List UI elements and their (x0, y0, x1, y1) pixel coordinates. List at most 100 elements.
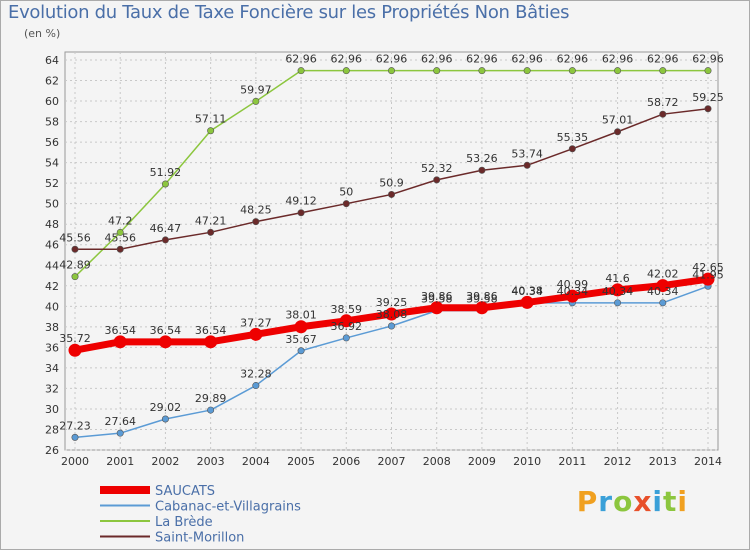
data-point (478, 166, 486, 174)
y-tick-label: 26 (45, 444, 59, 457)
data-point (161, 236, 169, 244)
data-point (71, 273, 79, 281)
x-tick-label: 2011 (558, 455, 586, 468)
y-tick-label: 36 (45, 341, 59, 354)
data-point (523, 161, 531, 169)
data-label: 29.89 (195, 392, 227, 405)
data-label: 62.96 (647, 53, 679, 66)
x-tick-label: 2004 (242, 455, 270, 468)
data-label: 45.56 (104, 231, 136, 244)
data-label: 59.97 (240, 83, 272, 96)
data-point (113, 335, 127, 349)
data-point (387, 322, 395, 330)
data-label: 36.54 (104, 324, 136, 337)
x-tick-label: 2013 (649, 455, 677, 468)
x-tick-label: 2009 (468, 455, 496, 468)
data-label: 27.64 (104, 415, 136, 428)
data-label: 52.32 (421, 162, 453, 175)
data-point (704, 105, 712, 113)
data-point (116, 245, 124, 253)
data-point (659, 110, 667, 118)
data-label: 62.96 (557, 53, 589, 66)
data-label: 62.96 (285, 53, 317, 66)
data-label: 32.28 (240, 368, 272, 381)
data-point (430, 301, 444, 315)
data-label: 53.26 (466, 152, 498, 165)
data-point (568, 145, 576, 153)
data-point (71, 245, 79, 253)
data-label: 35.72 (59, 332, 91, 345)
y-tick-label: 64 (45, 54, 59, 67)
data-point (342, 200, 350, 208)
data-label: 35.67 (285, 333, 317, 346)
data-point (297, 67, 305, 75)
x-tick-label: 2005 (287, 455, 315, 468)
data-label: 39.25 (376, 296, 408, 309)
y-tick-label: 42 (45, 280, 59, 293)
data-label: 36.92 (331, 320, 363, 333)
data-label: 40.38 (511, 284, 543, 297)
legend-entry: La Brède (155, 515, 213, 530)
y-tick-label: 48 (45, 218, 59, 231)
data-point (161, 415, 169, 423)
y-tick-label: 56 (45, 136, 59, 149)
data-label: 42.02 (647, 268, 679, 281)
data-label: 40.34 (647, 285, 679, 298)
y-tick-label: 40 (45, 300, 59, 313)
data-point (204, 335, 218, 349)
x-tick-label: 2012 (604, 455, 632, 468)
data-point (252, 382, 260, 390)
data-point (475, 301, 489, 315)
data-point (207, 127, 215, 135)
data-label: 29.02 (150, 401, 182, 414)
legend-entry: Saint-Morillon (155, 531, 244, 546)
data-label: 38.08 (376, 308, 408, 321)
data-label: 62.96 (466, 53, 498, 66)
data-point (387, 67, 395, 75)
chart-unit-label: (en %) (24, 27, 61, 40)
data-point (252, 218, 260, 226)
data-label: 39.58 (421, 293, 453, 306)
data-point (659, 299, 667, 307)
data-point (565, 289, 579, 303)
y-tick-label: 34 (45, 362, 59, 375)
data-point (342, 334, 350, 342)
x-tick-label: 2003 (197, 455, 225, 468)
y-tick-label: 50 (45, 198, 59, 211)
x-tick-label: 2006 (332, 455, 360, 468)
x-tick-label: 2000 (61, 455, 89, 468)
data-point (433, 67, 441, 75)
x-tick-label: 2008 (423, 455, 451, 468)
data-label: 40.34 (557, 285, 589, 298)
data-point (704, 67, 712, 75)
data-point (478, 67, 486, 75)
data-label: 62.96 (602, 53, 634, 66)
data-point (207, 228, 215, 236)
data-label: 50 (339, 186, 353, 199)
data-label: 51.92 (150, 166, 182, 179)
data-label: 38.59 (331, 303, 363, 316)
y-tick-label: 60 (45, 95, 59, 108)
data-point (520, 295, 534, 309)
data-label: 46.47 (150, 222, 182, 235)
data-point (659, 67, 667, 75)
data-label: 49.12 (285, 195, 317, 208)
y-tick-label: 58 (45, 116, 59, 129)
data-label: 36.54 (150, 324, 182, 337)
y-tick-label: 62 (45, 75, 59, 88)
data-label: 42.65 (692, 261, 724, 274)
data-label: 57.11 (195, 113, 227, 126)
data-point (297, 209, 305, 217)
legend-entry: Cabanac-et-Villagrains (155, 500, 301, 515)
y-tick-label: 28 (45, 423, 59, 436)
data-label: 42.89 (59, 259, 91, 272)
y-tick-label: 44 (45, 259, 59, 272)
data-point (523, 67, 531, 75)
data-point (294, 320, 308, 334)
data-label: 48.25 (240, 204, 272, 217)
data-label: 50.9 (379, 176, 404, 189)
data-point (116, 429, 124, 437)
data-label: 58.72 (647, 96, 679, 109)
y-tick-label: 54 (45, 157, 59, 170)
